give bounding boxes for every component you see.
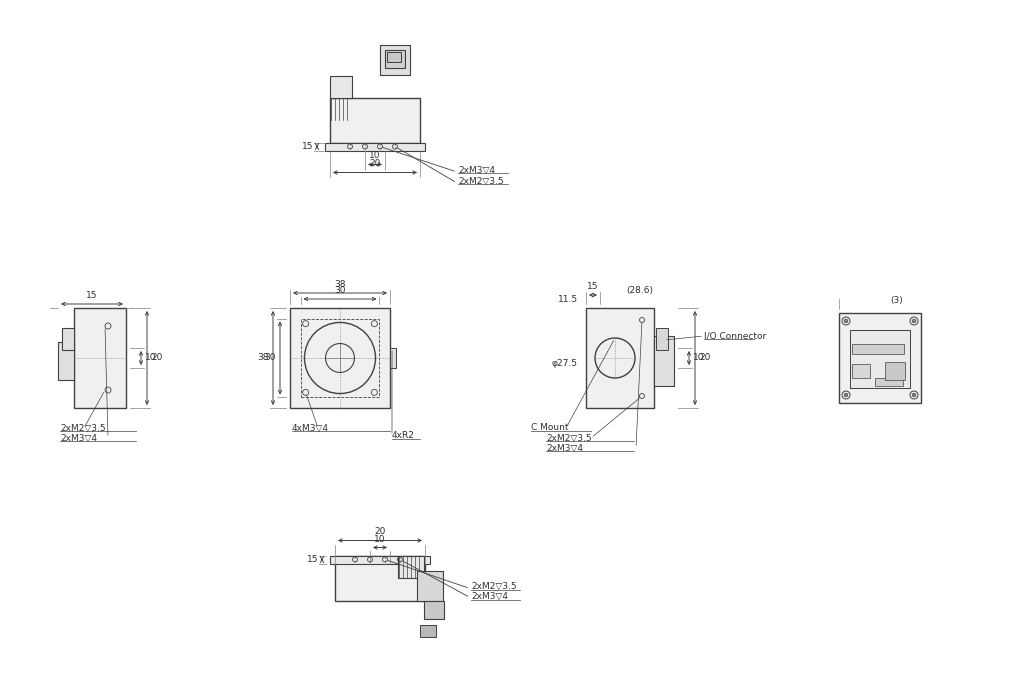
Text: 2xM2▽3.5: 2xM2▽3.5 xyxy=(471,582,517,591)
Text: 15: 15 xyxy=(307,555,318,564)
Text: 11.5: 11.5 xyxy=(558,295,578,304)
Bar xyxy=(420,624,436,636)
Text: 4xR2: 4xR2 xyxy=(392,431,415,440)
Bar xyxy=(330,97,420,143)
Bar xyxy=(885,362,905,380)
Bar xyxy=(330,76,352,98)
Text: 10: 10 xyxy=(369,151,381,160)
Text: C Mount: C Mount xyxy=(531,424,569,433)
Text: 20: 20 xyxy=(151,354,163,363)
Bar xyxy=(301,318,379,398)
Text: 2xM3▽4: 2xM3▽4 xyxy=(458,165,495,174)
Circle shape xyxy=(913,393,916,397)
Bar xyxy=(290,308,390,408)
Bar xyxy=(654,336,674,386)
Text: 20: 20 xyxy=(699,354,711,363)
Text: φ27.5: φ27.5 xyxy=(551,358,577,368)
Text: 15: 15 xyxy=(587,282,598,291)
Text: 20: 20 xyxy=(370,160,381,169)
Text: 38: 38 xyxy=(335,280,346,289)
Text: (28.6): (28.6) xyxy=(626,286,653,295)
Text: 4xM3▽4: 4xM3▽4 xyxy=(291,424,329,433)
Bar xyxy=(390,348,396,368)
Bar xyxy=(325,143,425,150)
Bar xyxy=(387,52,401,62)
Bar xyxy=(417,570,443,601)
Text: 30: 30 xyxy=(335,286,346,295)
Text: (3): (3) xyxy=(890,297,902,305)
Text: 2xM3▽4: 2xM3▽4 xyxy=(471,592,508,601)
Bar xyxy=(335,556,425,601)
Bar xyxy=(380,45,410,75)
Bar xyxy=(839,313,921,403)
Text: 2xM2▽3.5: 2xM2▽3.5 xyxy=(546,433,591,442)
Bar xyxy=(330,556,430,564)
Bar xyxy=(58,342,74,380)
Bar xyxy=(876,378,903,386)
Bar xyxy=(586,308,654,408)
Circle shape xyxy=(845,393,848,397)
Circle shape xyxy=(913,319,916,323)
Text: 15: 15 xyxy=(302,142,313,151)
Text: 2xM3▽4: 2xM3▽4 xyxy=(60,433,97,442)
Bar xyxy=(656,328,668,350)
Bar xyxy=(385,50,405,68)
Bar xyxy=(74,308,126,408)
Text: 2xM2▽3.5: 2xM2▽3.5 xyxy=(60,424,106,433)
Bar xyxy=(850,330,909,388)
Bar xyxy=(424,601,444,619)
Text: 2xM3▽4: 2xM3▽4 xyxy=(546,444,583,452)
Text: 38: 38 xyxy=(258,354,269,363)
Text: 10: 10 xyxy=(693,354,705,363)
Text: I/O Connector: I/O Connector xyxy=(703,332,766,340)
Bar xyxy=(398,556,424,578)
Text: 15: 15 xyxy=(87,291,98,300)
Text: 2xM2▽3.5: 2xM2▽3.5 xyxy=(458,176,504,186)
Text: 20: 20 xyxy=(374,528,385,536)
Bar xyxy=(62,328,74,350)
Text: 10: 10 xyxy=(145,354,157,363)
Bar xyxy=(852,344,904,354)
Circle shape xyxy=(845,319,848,323)
Text: 30: 30 xyxy=(265,354,276,363)
Text: 10: 10 xyxy=(374,535,386,543)
Bar xyxy=(852,364,870,378)
